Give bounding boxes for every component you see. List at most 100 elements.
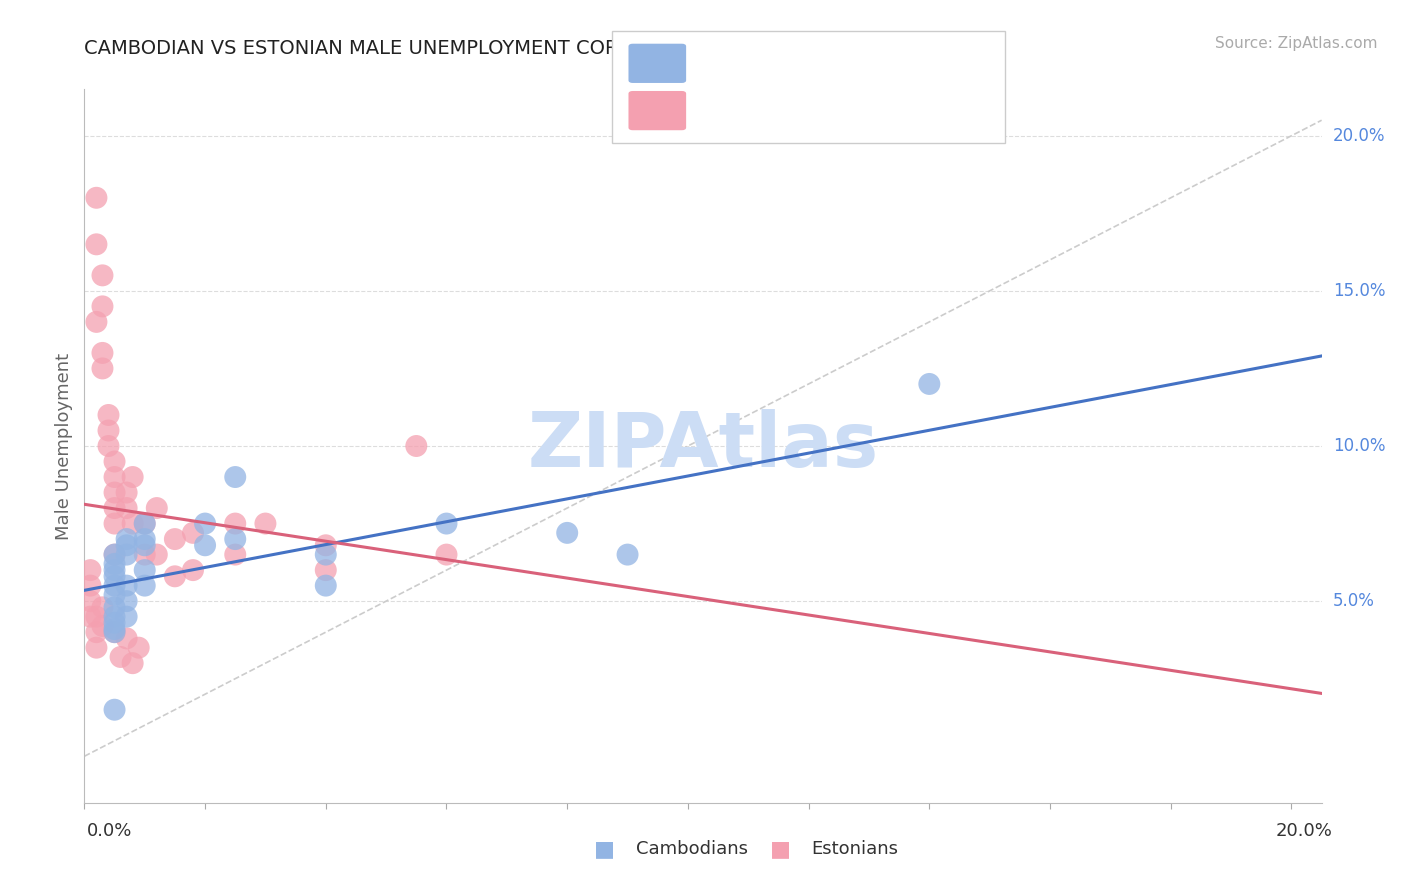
Point [555,525,578,540]
Point [181,563,204,577]
Point [103,569,125,583]
Point [315,579,337,593]
Point [115,594,138,608]
Point [146,501,169,516]
Point [121,656,143,670]
Point [110,650,132,665]
Point [115,548,138,562]
Text: N = 50: N = 50 [851,102,918,120]
Point [115,609,138,624]
Point [91,619,114,633]
Point [315,563,337,577]
Point [121,516,143,531]
Text: ■: ■ [770,839,790,859]
Point [115,632,138,646]
Point [146,548,169,562]
Text: 15.0%: 15.0% [1333,282,1385,300]
Point [86,625,108,640]
Point [103,485,125,500]
Point [79,563,101,577]
Point [103,548,125,562]
Point [86,609,108,624]
Point [134,538,156,552]
Point [315,548,337,562]
Point [79,594,101,608]
Point [86,315,108,329]
Point [224,532,246,546]
Point [103,548,125,562]
Point [163,569,186,583]
Point [103,625,125,640]
Point [115,485,138,500]
Point [194,516,217,531]
Point [91,361,114,376]
Text: Estonians: Estonians [811,840,898,858]
Point [163,532,186,546]
Point [103,501,125,516]
Point [91,600,114,615]
Point [405,439,427,453]
Point [103,600,125,615]
Point [254,516,277,531]
Text: R = 0.574: R = 0.574 [696,54,794,72]
Text: ■: ■ [595,839,614,859]
Text: 0.0%: 0.0% [87,822,132,840]
Point [194,538,217,552]
Point [79,609,101,624]
Point [436,548,458,562]
Point [103,625,125,640]
Point [97,439,120,453]
Point [97,408,120,422]
Point [616,548,638,562]
Point [86,191,108,205]
Text: Cambodians: Cambodians [636,840,748,858]
Point [115,501,138,516]
Point [103,454,125,468]
Point [918,376,941,391]
Point [103,563,125,577]
Point [103,588,125,602]
Point [181,525,204,540]
Text: N = 33: N = 33 [851,54,918,72]
Point [115,579,138,593]
Text: 20.0%: 20.0% [1277,822,1333,840]
Text: 5.0%: 5.0% [1333,592,1375,610]
Point [128,640,150,655]
Point [91,346,114,360]
Text: 10.0%: 10.0% [1333,437,1385,455]
Text: 20.0%: 20.0% [1333,127,1385,145]
Point [91,268,114,283]
Point [134,516,156,531]
Point [134,563,156,577]
Point [115,538,138,552]
Point [134,516,156,531]
Point [134,579,156,593]
Point [103,470,125,484]
Point [103,622,125,636]
Point [97,424,120,438]
Point [103,615,125,630]
Point [436,516,458,531]
Point [115,532,138,546]
Text: R = 0.220: R = 0.220 [696,102,794,120]
Point [86,237,108,252]
Point [79,579,101,593]
Y-axis label: Male Unemployment: Male Unemployment [55,352,73,540]
Point [224,548,246,562]
Point [103,516,125,531]
Point [86,640,108,655]
Text: CAMBODIAN VS ESTONIAN MALE UNEMPLOYMENT CORRELATION CHART: CAMBODIAN VS ESTONIAN MALE UNEMPLOYMENT … [84,39,787,58]
Point [103,557,125,571]
Point [224,470,246,484]
Point [103,703,125,717]
Point [134,532,156,546]
Point [121,470,143,484]
Point [134,548,156,562]
Point [224,516,246,531]
Point [103,579,125,593]
Point [315,538,337,552]
Text: Source: ZipAtlas.com: Source: ZipAtlas.com [1215,36,1378,51]
Point [103,609,125,624]
Text: ZIPAtlas: ZIPAtlas [527,409,879,483]
Point [91,299,114,313]
